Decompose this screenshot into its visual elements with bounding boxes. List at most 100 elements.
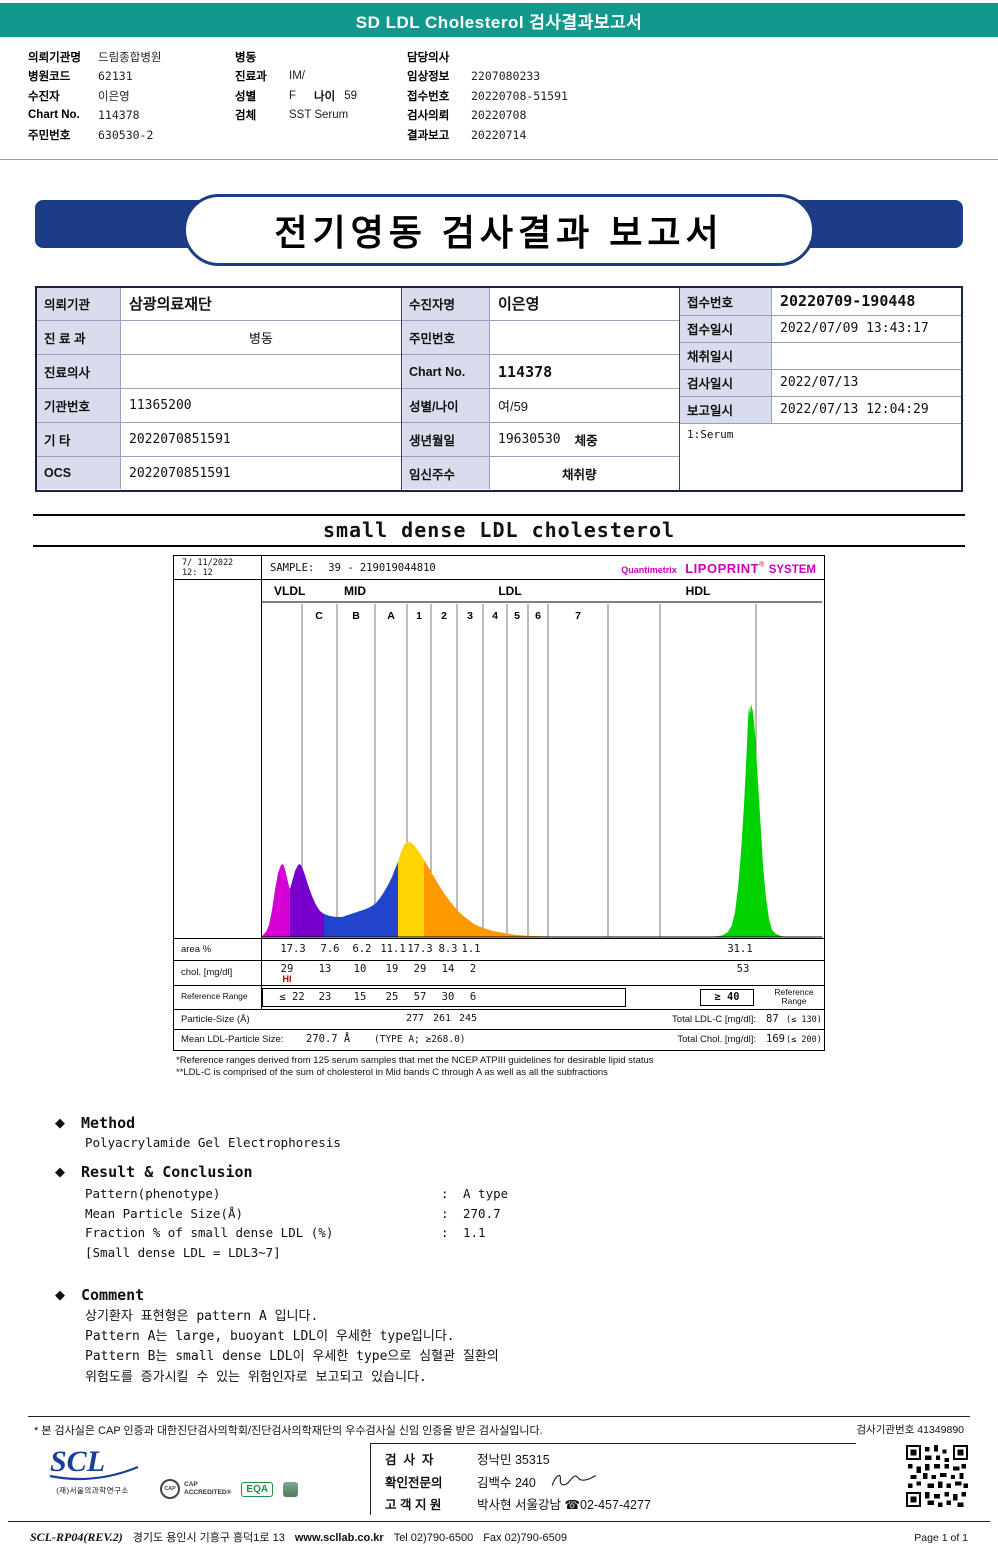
area-value: 17.3 [280, 942, 306, 955]
ref-value: 57 [413, 990, 427, 1003]
staff-row: 고 객 지 원 박사현 서울강남 ☎02-457-4277 [385, 1494, 856, 1513]
scl-logo-block: SCL (재)서울의과학연구소 [30, 1443, 155, 1496]
staff-row: 검 사 자 정낙민 35315 [385, 1449, 856, 1468]
field-label: 접수번호 [407, 90, 450, 103]
field-label: 검사의뢰 [407, 110, 450, 123]
table-row: 기관번호 11365200 [37, 387, 401, 422]
staff-row: 확인전문의 김백수 240 [385, 1471, 856, 1491]
band-label: B [352, 610, 360, 622]
cell-label: OCS [37, 456, 121, 490]
table-row: 진료의사 [37, 354, 401, 388]
table-row: 접수일시 2022/07/09 13:43:17 [680, 314, 961, 342]
address-line: SCL-RP04(REV.2) 경기도 용인시 기흥구 흥덕1로 13 www.… [0, 1522, 998, 1545]
band-label: 1 [416, 610, 422, 622]
band-group-label: HDL [686, 584, 711, 598]
particle-size-value: 277 [405, 1012, 425, 1024]
scl-logo: SCL [49, 1445, 138, 1481]
result-separator: : [441, 1225, 449, 1241]
comment-line: 위험도를 증가시킬 수 있는 위험인자로 보고되고 있습니다. [85, 1369, 427, 1385]
cell-label: 접수번호 [680, 287, 772, 315]
curve-midc-fill [290, 863, 324, 937]
page-number: Page 1 of 1 [914, 1532, 968, 1544]
curve-hdl-fill [714, 703, 784, 937]
electrophoresis-plot: VLDL MID LDL HDL C B A 1 2 3 4 5 6 7 [262, 584, 822, 937]
title-bar: SD LDL Cholesterol 검사결과보고서 [0, 3, 998, 37]
field-row: 병원코드 62131 [28, 67, 235, 87]
ref-value: 25 [385, 990, 399, 1003]
scl-subtitle: (재)서울의과학연구소 [56, 1486, 129, 1495]
cell-label: 임신주수 [402, 456, 490, 490]
org-number-label: 검사기관번호 [856, 1424, 915, 1436]
result-label: Mean Particle Size(Å) [85, 1205, 244, 1221]
field-value: 이은영 [98, 90, 130, 103]
curve-ldl2-fill [424, 859, 554, 937]
field-value: 드림종합병원 [98, 51, 162, 64]
address-text: 경기도 용인시 기흥구 흥덕1로 13 [132, 1532, 285, 1544]
method-body: Polyacrylamide Gel Electrophoresis [85, 1135, 341, 1151]
field-row: 성별 F 나이 59 [235, 86, 407, 106]
result-row: Pattern(phenotype): A type [85, 1184, 998, 1204]
field-row: 의뢰기관명 드림종합병원 [28, 47, 235, 67]
row-label: chol. [mg/dl] [174, 960, 262, 985]
chart-datetime: 7/ 11/2022 12: 12 [174, 555, 262, 579]
page-footer: * 본 검사실은 CAP 인증과 대한진단검사의학회/진단검사의학재단의 우수검… [0, 1416, 998, 1545]
band-label: 3 [467, 610, 473, 622]
cell-label: 검사일시 [680, 369, 772, 396]
cell-value: 이은영 [498, 296, 540, 314]
footnote: **LDL-C is comprised of the sum of chole… [176, 1067, 608, 1079]
table-row: 성별/나이 여/59 [402, 387, 679, 422]
cell-label: 의뢰기관 [37, 287, 121, 321]
patient-header: 의뢰기관명 드림종합병원 병원코드 62131 수진자 이은영 Chart No. 11… [0, 37, 998, 160]
cell-label: 기 타 [37, 422, 121, 456]
field-label: 병동 [235, 51, 257, 64]
particle-size-value: 245 [458, 1012, 478, 1024]
cell-value: 2022070851591 [129, 465, 231, 481]
field-label: 수진자 [28, 90, 60, 103]
staff-value: 김백수 240 [477, 1475, 536, 1490]
patient-col-3: 담당의사 임상정보 2207080233 접수번호 20220708-51591 검… [407, 47, 998, 145]
signature [551, 1474, 596, 1486]
cell-value: 2022/07/09 13:43:17 [780, 321, 929, 336]
cell-value: 19630530 [498, 431, 561, 447]
staff-label: 확인전문의 [385, 1475, 443, 1490]
cholesterol-row: chol. [mg/dl] 29 13 10 19 29 14 2 53 HI [174, 959, 824, 985]
field-label: 성별 [235, 90, 257, 103]
curve-vldl-fill [262, 863, 290, 937]
cell-label: 진료의사 [37, 355, 121, 388]
chol-value: 53 [736, 962, 750, 975]
comment-line: Pattern B는 small dense LDL이 우세한 type으로 심… [85, 1349, 499, 1365]
reference-range-row: Reference Range ≤ 22 23 15 25 57 30 6 ≥ … [174, 984, 824, 1009]
field-row: 주민번호 630530-2 [28, 125, 235, 145]
field-row: 수진자 이은영 [28, 86, 235, 106]
banner-title-box: 전기영동 검사결과 보고서 [183, 193, 815, 266]
cell-label: 보고일시 [680, 396, 772, 423]
brand-prefix: Quantimetrix [621, 564, 677, 575]
tel-text: Tel 02)790-6500 [393, 1532, 474, 1544]
ref-value: 23 [318, 990, 332, 1003]
band-dividers [301, 603, 757, 937]
area-value: 11.1 [380, 942, 406, 955]
result-value: A type [463, 1186, 509, 1202]
field-row: 검사의뢰 20220708 [407, 106, 998, 126]
reference-range-right-label: Reference Range [774, 986, 814, 1006]
band-group-label: MID [344, 584, 366, 598]
diamond-icon: ◆ [55, 1164, 65, 1180]
field-row: Chart No. 114378 [28, 106, 235, 126]
staff-label: 고 객 지 원 [385, 1498, 442, 1512]
result-row: Fraction % of small dense LDL (%):1.1 [85, 1223, 998, 1243]
hi-flag: HI [282, 973, 292, 984]
field-label: 임상정보 [407, 71, 450, 84]
result-label: Fraction % of small dense LDL (%) [85, 1225, 334, 1241]
result-separator: : [441, 1186, 449, 1202]
mean-particle-size-row: Mean LDL-Particle Size: 270.7 Å (TYPE A;… [174, 1028, 824, 1050]
doc-code: SCL-RP04(REV.2) [30, 1530, 123, 1544]
row-label: Reference Range [174, 985, 262, 1009]
table-group-middle: 수진자명 이은영 주민번호 Chart No. 114378 성별/나이 여/59 생… [401, 287, 679, 490]
chart-footnotes: *Reference ranges derived from 125 serum… [176, 1055, 998, 1081]
field-label: 나이 [314, 90, 336, 103]
cell-value: 114378 [498, 362, 553, 381]
field-value: 20220714 [471, 127, 527, 142]
footnote: *Reference ranges derived from 125 serum… [176, 1054, 654, 1066]
cap-logo-text: CAP ACCREDITED® [184, 1481, 231, 1497]
chart-date: 7/ 11/2022 [182, 557, 234, 568]
